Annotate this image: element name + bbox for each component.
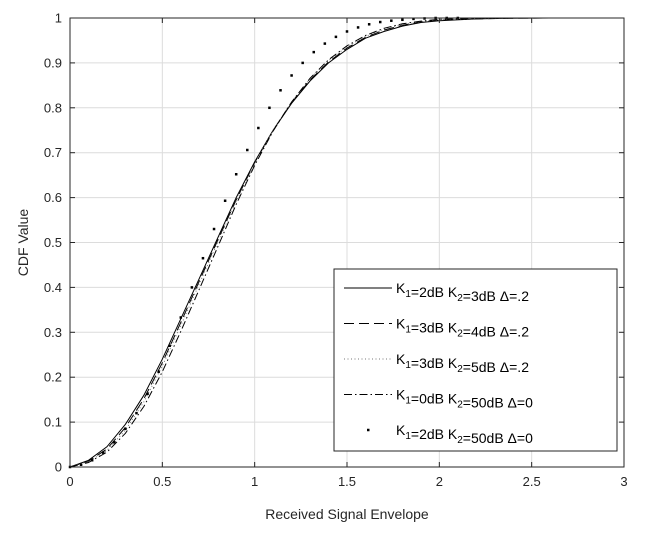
- series-5-point: [301, 61, 304, 65]
- legend-delta-value: Δ=0: [504, 395, 533, 411]
- legend-delta-value: Δ=.2: [496, 359, 529, 375]
- x-tick-label: 1.5: [338, 474, 356, 489]
- legend-k1-value: =0dB: [411, 391, 444, 407]
- series-5-point: [356, 26, 360, 29]
- legend-text-part: K: [444, 391, 458, 407]
- series-5-point: [246, 148, 249, 152]
- legend-subscript: 1: [405, 431, 411, 442]
- series-5-point: [157, 370, 160, 374]
- legend: K1=2dB K2=3dB Δ=.2K1=3dB K2=4dB Δ=.2K1=3…: [333, 268, 618, 452]
- series-5-point: [168, 344, 171, 348]
- series-5-point: [90, 459, 94, 462]
- series-5-point: [124, 427, 127, 431]
- legend-entry-5: K1=2dB K2=50dB Δ=0: [396, 422, 533, 446]
- y-tick-label: 0.9: [44, 55, 62, 70]
- legend-text-part: K: [444, 426, 458, 442]
- y-tick-label: 0.2: [44, 370, 62, 385]
- legend-k2-value: =3dB: [463, 288, 496, 304]
- series-5-point: [268, 106, 271, 110]
- legend-text-part: K: [444, 284, 458, 300]
- series-5-point: [223, 199, 227, 202]
- legend-k1-value: =3dB: [411, 320, 444, 336]
- legend-entry-2: K1=3dB K2=4dB Δ=.2: [396, 316, 529, 340]
- legend-text-part: K: [444, 320, 458, 336]
- legend-k1-value: =2dB: [411, 284, 444, 300]
- y-tick-label: 0.4: [44, 280, 62, 295]
- legend-subscript: 1: [405, 325, 411, 336]
- series-5-point: [279, 89, 282, 92]
- x-tick-label: 0.5: [153, 474, 171, 489]
- series-5-point: [345, 30, 349, 33]
- series-5-point: [234, 173, 238, 176]
- legend-k2-value: =50dB: [463, 395, 504, 411]
- legend-entry-3: K1=3dB K2=5dB Δ=.2: [396, 351, 529, 375]
- y-tick-label: 0.8: [44, 100, 62, 115]
- series-5-point: [113, 441, 116, 444]
- legend-subscript: 1: [405, 396, 411, 407]
- series-5-point: [367, 23, 371, 26]
- legend-subscript: 1: [405, 289, 411, 300]
- legend-text-part: K: [396, 422, 406, 438]
- legend-subscript: 2: [457, 435, 463, 446]
- x-tick-label: 1: [251, 474, 258, 489]
- x-tick-label: 3: [620, 474, 627, 489]
- legend-text-part: K: [396, 316, 406, 332]
- series-5-point: [201, 256, 205, 260]
- series-5-point: [323, 42, 327, 45]
- series-5-point: [378, 20, 382, 24]
- x-tick-label: 2.5: [523, 474, 541, 489]
- series-5-point: [179, 316, 183, 319]
- legend-subscript: 2: [457, 329, 463, 340]
- x-tick-label: 2: [436, 474, 443, 489]
- y-tick-label: 0.7: [44, 145, 62, 160]
- legend-k2-value: =4dB: [463, 324, 496, 340]
- series-5-point: [146, 392, 149, 396]
- series-5-point: [290, 74, 293, 77]
- x-axis-label: Received Signal Envelope: [265, 506, 429, 522]
- legend-k2-value: =50dB: [463, 430, 504, 446]
- legend-entry-1: K1=2dB K2=3dB Δ=.2: [396, 280, 529, 304]
- legend-k1-value: =3dB: [411, 355, 444, 371]
- y-tick-label: 0.3: [44, 325, 62, 340]
- legend-delta-value: Δ=.2: [496, 324, 529, 340]
- legend-subscript: 2: [457, 400, 463, 411]
- series-5-point: [390, 19, 393, 22]
- y-tick-label: 1: [55, 11, 62, 26]
- y-tick-label: 0: [55, 460, 62, 475]
- series-4-line: [69, 17, 599, 468]
- series-5-point: [135, 411, 138, 415]
- legend-swatch: [367, 428, 370, 432]
- axis-ticks: 0 0.5 1 1.5 2 2.5 3 0 0.1 0.2 0.3 0.4 0.5 0.6 0.7 0.8 0.…: [44, 11, 628, 490]
- series-5-point: [101, 451, 105, 454]
- legend-box: [333, 268, 618, 452]
- series-5-point: [401, 18, 404, 22]
- series-5-point: [312, 50, 316, 54]
- series-5-point: [257, 126, 260, 130]
- y-tick-label: 0.6: [44, 190, 62, 205]
- y-tick-label: 0.1: [44, 415, 62, 430]
- y-tick-label: 0.5: [44, 235, 62, 250]
- legend-text-part: K: [396, 387, 406, 403]
- legend-text-part: K: [396, 280, 406, 296]
- legend-entry-4: K1=0dB K2=50dB Δ=0: [396, 387, 533, 411]
- legend-subscript: 1: [405, 360, 411, 371]
- series-5-point: [190, 286, 194, 289]
- series-5-point: [212, 227, 216, 231]
- legend-subscript: 2: [457, 364, 463, 375]
- x-tick-label: 0: [66, 474, 73, 489]
- legend-delta-value: Δ=.2: [496, 288, 529, 304]
- legend-text-part: K: [444, 355, 458, 371]
- y-axis-label: CDF Value: [15, 209, 31, 277]
- legend-delta-value: Δ=0: [504, 430, 533, 446]
- series-5-point: [334, 35, 338, 39]
- legend-k2-value: =5dB: [463, 359, 496, 375]
- series-5-point: [79, 463, 83, 467]
- legend-subscript: 2: [457, 293, 463, 304]
- series-5-point: [412, 17, 415, 21]
- legend-k1-value: =2dB: [411, 426, 444, 442]
- legend-text-part: K: [396, 351, 406, 367]
